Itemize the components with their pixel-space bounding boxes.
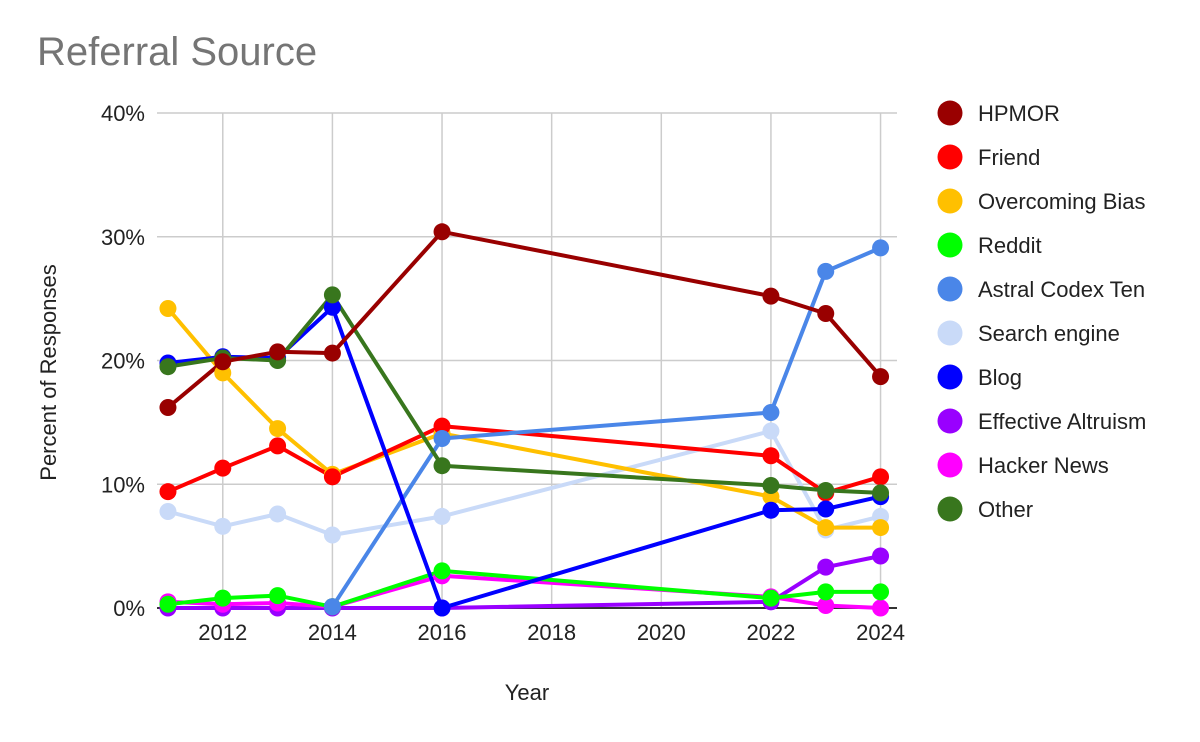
series-line-astral-codex-ten	[330, 246, 882, 608]
data-point-reddit	[872, 583, 890, 601]
data-point-friend	[323, 468, 341, 486]
series-points	[159, 223, 890, 617]
x-tick-label: 2014	[308, 620, 357, 645]
data-point-hpmor	[433, 223, 451, 241]
data-point-search-engine	[433, 507, 451, 525]
data-point-blog	[817, 500, 835, 518]
chart-title: Referral Source	[37, 30, 318, 74]
data-point-astral-codex-ten	[323, 598, 341, 616]
y-tick-label: 0%	[113, 596, 145, 621]
data-point-astral-codex-ten	[872, 239, 890, 257]
y-tick-labels: 0% 10% 20% 30% 40%	[101, 101, 145, 621]
legend-label-blog: Blog	[978, 365, 1022, 390]
data-point-friend	[872, 468, 890, 486]
series-lines	[166, 229, 883, 610]
data-point-hpmor	[214, 353, 232, 371]
legend-label-hpmor: HPMOR	[978, 101, 1060, 126]
data-point-friend	[762, 447, 780, 465]
legend-label-astral-codex-ten: Astral Codex Ten	[978, 277, 1145, 302]
x-axis-title: Year	[505, 680, 549, 705]
data-point-search-engine	[269, 505, 287, 523]
series-line-friend	[167, 424, 882, 495]
y-tick-label: 30%	[101, 225, 145, 250]
data-point-other	[817, 481, 835, 499]
legend-label-overcoming-bias: Overcoming Bias	[978, 189, 1146, 214]
data-point-hpmor	[817, 304, 835, 322]
y-tick-label: 40%	[101, 101, 145, 126]
legend-marker-reddit	[937, 232, 963, 258]
legend-marker-overcoming-bias	[937, 188, 963, 214]
data-point-hpmor	[323, 344, 341, 362]
x-tick-label: 2024	[856, 620, 905, 645]
data-point-reddit	[269, 587, 287, 605]
data-point-other	[159, 358, 177, 376]
legend-marker-hpmor	[937, 100, 963, 126]
data-point-friend	[214, 459, 232, 477]
data-point-astral-codex-ten	[817, 262, 835, 280]
x-tick-label: 2012	[198, 620, 247, 645]
data-point-friend	[269, 437, 287, 455]
x-tick-labels: 2012 2014 2016 2018 2020 2022 2024	[198, 620, 905, 645]
data-point-hpmor	[872, 368, 890, 386]
legend-label-effective-altruism: Effective Altruism	[978, 409, 1146, 434]
x-tick-label: 2020	[637, 620, 686, 645]
legend-label-friend: Friend	[978, 145, 1040, 170]
data-point-overcoming-bias	[872, 519, 890, 537]
data-point-friend	[159, 483, 177, 501]
data-point-blog	[323, 298, 341, 316]
data-point-search-engine	[159, 502, 177, 520]
data-point-search-engine	[214, 517, 232, 535]
data-point-hacker-news	[817, 597, 835, 615]
series-line-reddit	[167, 568, 881, 609]
data-point-reddit	[214, 589, 232, 607]
data-point-hpmor	[159, 399, 177, 417]
data-point-hpmor	[762, 287, 780, 305]
legend-marker-friend	[937, 144, 963, 170]
data-point-overcoming-bias	[269, 420, 287, 438]
data-point-astral-codex-ten	[433, 429, 451, 447]
x-tick-label: 2016	[418, 620, 467, 645]
legend: HPMOR Friend Overcoming Bias Reddit Astral C…	[937, 100, 1146, 522]
legend-marker-search-engine	[937, 320, 963, 346]
legend-label-hacker-news: Hacker News	[978, 453, 1109, 478]
data-point-friend	[433, 417, 451, 435]
legend-marker-hacker-news	[937, 452, 963, 478]
legend-marker-other	[937, 496, 963, 522]
data-point-blog	[433, 599, 451, 617]
x-tick-label: 2018	[527, 620, 576, 645]
data-point-effective-altruism	[817, 558, 835, 576]
data-point-reddit	[433, 562, 451, 580]
legend-marker-astral-codex-ten	[937, 276, 963, 302]
series-line-hpmor	[166, 229, 883, 410]
data-point-hacker-news	[872, 599, 890, 617]
data-point-other	[433, 457, 451, 475]
data-point-reddit	[159, 595, 177, 613]
series-line-effective-altruism	[168, 554, 881, 610]
data-point-search-engine	[762, 422, 780, 440]
data-point-other	[323, 286, 341, 304]
legend-label-search-engine: Search engine	[978, 321, 1120, 346]
legend-marker-blog	[937, 364, 963, 390]
data-point-reddit	[762, 589, 780, 607]
data-point-overcoming-bias	[817, 519, 835, 537]
y-tick-label: 10%	[101, 472, 145, 497]
data-point-effective-altruism	[872, 547, 890, 565]
data-point-search-engine	[323, 526, 341, 544]
data-point-reddit	[817, 583, 835, 601]
legend-label-reddit: Reddit	[978, 233, 1042, 258]
legend-marker-effective-altruism	[937, 408, 963, 434]
data-point-overcoming-bias	[159, 300, 177, 318]
y-tick-label: 20%	[101, 349, 145, 374]
series-line-hacker-news	[167, 573, 881, 610]
data-point-hpmor	[269, 343, 287, 361]
y-axis-title: Percent of Responses	[36, 264, 61, 480]
data-point-blog	[762, 501, 780, 519]
data-point-other	[872, 484, 890, 502]
data-point-astral-codex-ten	[762, 403, 780, 421]
legend-label-other: Other	[978, 497, 1033, 522]
x-tick-label: 2022	[746, 620, 795, 645]
data-point-other	[762, 476, 780, 494]
